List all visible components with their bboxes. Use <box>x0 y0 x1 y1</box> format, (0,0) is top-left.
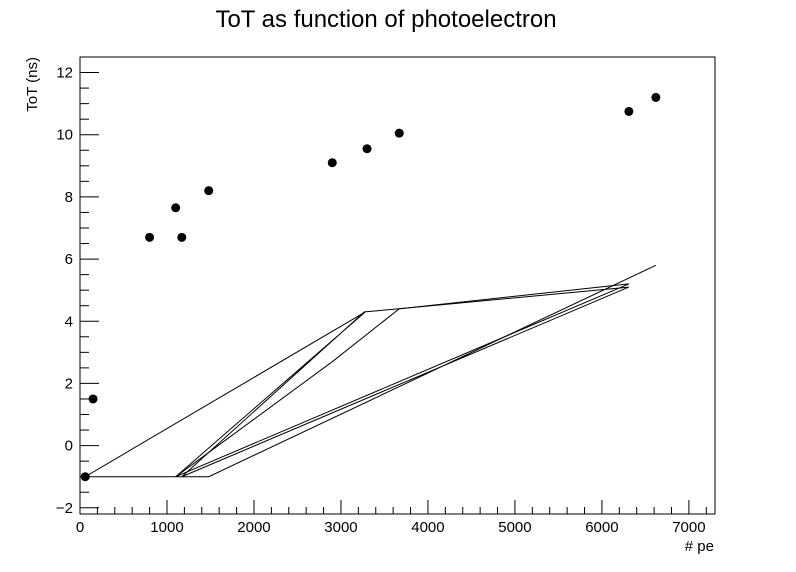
x-tick-label: 5000 <box>498 519 531 536</box>
series-markers <box>80 92 661 482</box>
x-tick-label: 4000 <box>411 519 444 536</box>
y-axis-tick-labels: −2 0 2 4 6 8 10 12 <box>56 65 73 517</box>
y-tick-label: 12 <box>56 65 73 82</box>
x-axis-label: # pe <box>685 538 714 555</box>
x-axis-ticks <box>79 500 707 514</box>
y-tick-label: 4 <box>65 313 73 330</box>
x-tick-label: 1000 <box>150 519 183 536</box>
y-tick-label: 10 <box>56 127 73 144</box>
y-axis-label: ToT (ns) <box>24 57 41 112</box>
plot-frame <box>79 56 716 515</box>
data-point <box>145 232 155 242</box>
series-line <box>83 264 657 478</box>
x-tick-label: 0 <box>76 519 84 536</box>
data-point <box>327 158 337 168</box>
y-axis-ticks <box>80 56 99 509</box>
x-tick-label: 2000 <box>237 519 270 536</box>
x-tick-label: 6000 <box>585 519 618 536</box>
y-tick-label: 6 <box>65 251 73 268</box>
data-point <box>624 106 634 116</box>
data-point <box>394 128 404 138</box>
x-tick-label: 3000 <box>324 519 357 536</box>
y-tick-label: 8 <box>65 189 73 206</box>
series-line <box>175 283 630 478</box>
data-point <box>177 232 187 242</box>
series-lines <box>83 264 657 478</box>
data-point <box>204 186 214 196</box>
y-tick-label: 0 <box>65 438 73 455</box>
x-tick-label: 7000 <box>672 519 705 536</box>
data-point <box>651 92 661 102</box>
y-tick-label: −2 <box>56 500 73 517</box>
data-point <box>362 144 372 154</box>
x-axis-tick-labels: 0 1000 2000 3000 4000 5000 6000 7000 <box>76 519 706 536</box>
data-point <box>171 203 181 213</box>
data-point <box>88 394 98 404</box>
chart-title: ToT as function of photoelectron <box>215 6 556 33</box>
data-point <box>80 472 90 482</box>
y-tick-label: 2 <box>65 375 73 392</box>
